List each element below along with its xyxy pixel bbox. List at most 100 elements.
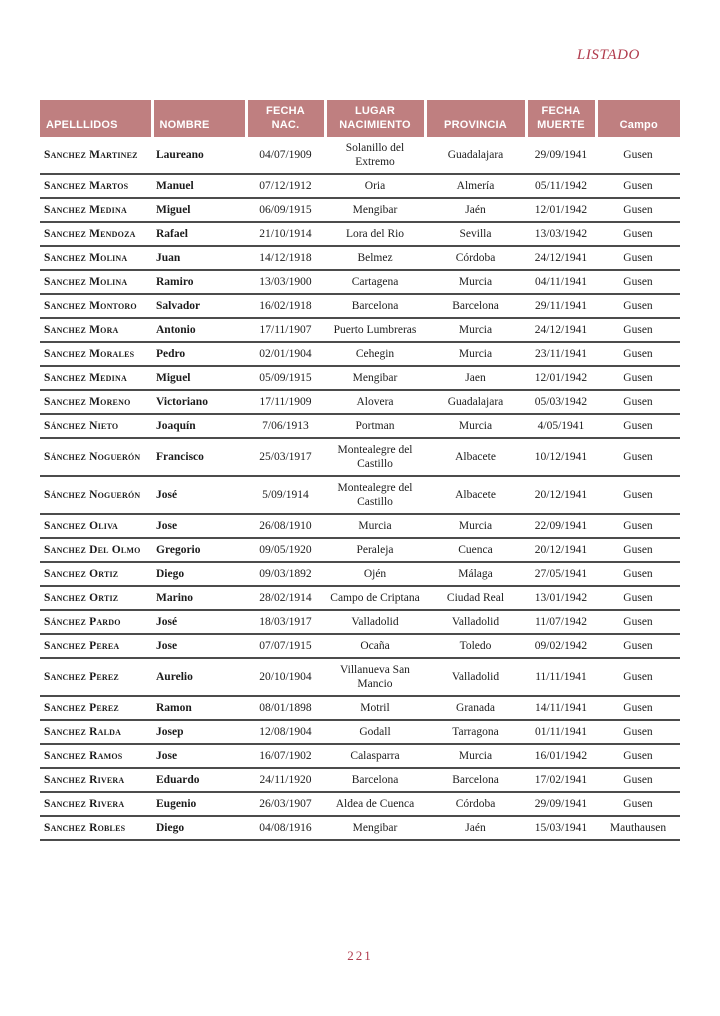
cell-lugar-nacimiento: Barcelona <box>325 767 425 793</box>
cell-apellidos: Sanchez Ralda <box>40 719 152 745</box>
cell-lugar-nacimiento: Peraleja <box>325 537 425 563</box>
cell-provincia: Valladolid <box>425 609 526 635</box>
cell-fecha-nacimiento: 5/09/1914 <box>246 475 325 515</box>
table-row: Sanchez Medina Miguel 06/09/1915 Mengiba… <box>40 197 680 223</box>
col-header-nombre: NOMBRE <box>152 100 248 137</box>
cell-lugar-nacimiento: Aldea de Cuenca <box>325 791 425 817</box>
cell-lugar-nacimiento: Motril <box>325 695 425 721</box>
cell-fecha-muerte: 12/01/1942 <box>526 365 596 391</box>
cell-fecha-muerte: 14/11/1941 <box>526 695 596 721</box>
cell-nombre: Ramon <box>152 695 246 721</box>
cell-campo: Gusen <box>596 633 680 659</box>
cell-fecha-nacimiento: 20/10/1904 <box>246 657 325 697</box>
cell-provincia: Cuenca <box>425 537 526 563</box>
cell-fecha-muerte: 01/11/1941 <box>526 719 596 745</box>
table-row: Sanchez Rivera Eduardo 24/11/1920 Barcel… <box>40 767 680 793</box>
cell-fecha-nacimiento: 08/01/1898 <box>246 695 325 721</box>
cell-fecha-muerte: 4/05/1941 <box>526 413 596 439</box>
cell-fecha-nacimiento: 25/03/1917 <box>246 437 325 477</box>
cell-campo: Gusen <box>596 317 680 343</box>
cell-nombre: Jose <box>152 633 246 659</box>
cell-lugar-nacimiento: Barcelona <box>325 293 425 319</box>
cell-fecha-muerte: 13/01/1942 <box>526 585 596 611</box>
cell-fecha-muerte: 24/12/1941 <box>526 317 596 343</box>
table-row: Sanchez Montoro Salvador 16/02/1918 Barc… <box>40 293 680 319</box>
cell-lugar-nacimiento: Valladolid <box>325 609 425 635</box>
cell-fecha-nacimiento: 18/03/1917 <box>246 609 325 635</box>
cell-campo: Gusen <box>596 269 680 295</box>
cell-apellidos: Sánchez Noguerón <box>40 475 152 515</box>
cell-campo: Gusen <box>596 561 680 587</box>
table-row: Sánchez Nieto Joaquín 7/06/1913 Portman … <box>40 413 680 439</box>
cell-lugar-nacimiento: Ocaña <box>325 633 425 659</box>
cell-fecha-nacimiento: 7/06/1913 <box>246 413 325 439</box>
cell-campo: Gusen <box>596 695 680 721</box>
cell-lugar-nacimiento: Montealegre del Castillo <box>325 437 425 477</box>
cell-fecha-muerte: 29/11/1941 <box>526 293 596 319</box>
cell-fecha-nacimiento: 12/08/1904 <box>246 719 325 745</box>
table-row: Sanchez Perea Jose 07/07/1915 Ocaña Tole… <box>40 633 680 659</box>
cell-apellidos: Sanchez Del Olmo <box>40 537 152 563</box>
cell-apellidos: Sanchez Perez <box>40 657 152 697</box>
table-row: Sanchez Perez Aurelio 20/10/1904 Villanu… <box>40 657 680 697</box>
cell-apellidos: Sanchez Mora <box>40 317 152 343</box>
cell-fecha-nacimiento: 05/09/1915 <box>246 365 325 391</box>
cell-provincia: Málaga <box>425 561 526 587</box>
cell-nombre: Victoriano <box>152 389 246 415</box>
cell-fecha-nacimiento: 13/03/1900 <box>246 269 325 295</box>
cell-fecha-muerte: 05/03/1942 <box>526 389 596 415</box>
cell-fecha-muerte: 23/11/1941 <box>526 341 596 367</box>
cell-lugar-nacimiento: Belmez <box>325 245 425 271</box>
table-body: Sanchez Martinez Laureano 04/07/1909 Sol… <box>40 136 680 841</box>
cell-apellidos: Sanchez Molina <box>40 269 152 295</box>
table-row: Sánchez Noguerón José 5/09/1914 Monteale… <box>40 475 680 515</box>
cell-apellidos: Sanchez Medina <box>40 197 152 223</box>
cell-apellidos: Sanchez Morales <box>40 341 152 367</box>
cell-campo: Gusen <box>596 537 680 563</box>
cell-nombre: Miguel <box>152 365 246 391</box>
cell-lugar-nacimiento: Cehegin <box>325 341 425 367</box>
cell-campo: Gusen <box>596 657 680 697</box>
cell-fecha-nacimiento: 06/09/1915 <box>246 197 325 223</box>
cell-fecha-nacimiento: 24/11/1920 <box>246 767 325 793</box>
cell-provincia: Tarragona <box>425 719 526 745</box>
cell-fecha-nacimiento: 04/07/1909 <box>246 136 325 175</box>
cell-fecha-nacimiento: 17/11/1907 <box>246 317 325 343</box>
cell-provincia: Almería <box>425 173 526 199</box>
cell-apellidos: Sanchez Molina <box>40 245 152 271</box>
cell-campo: Gusen <box>596 437 680 477</box>
cell-nombre: Manuel <box>152 173 246 199</box>
cell-provincia: Sevilla <box>425 221 526 247</box>
cell-lugar-nacimiento: Alovera <box>325 389 425 415</box>
cell-fecha-muerte: 24/12/1941 <box>526 245 596 271</box>
cell-fecha-nacimiento: 09/03/1892 <box>246 561 325 587</box>
col-header-lugar-nacimiento: LUGAR NACIMIENTO <box>325 100 427 137</box>
cell-lugar-nacimiento: Oria <box>325 173 425 199</box>
cell-campo: Gusen <box>596 609 680 635</box>
table-row: Sanchez Martos Manuel 07/12/1912 Oria Al… <box>40 173 680 199</box>
cell-provincia: Murcia <box>425 269 526 295</box>
cell-campo: Gusen <box>596 341 680 367</box>
cell-apellidos: Sanchez Ortiz <box>40 585 152 611</box>
cell-campo: Mauthausen <box>596 815 680 841</box>
cell-lugar-nacimiento: Campo de Criptana <box>325 585 425 611</box>
table-row: Sanchez Ramos Jose 16/07/1902 Calasparra… <box>40 743 680 769</box>
table-row: Sánchez Noguerón Francisco 25/03/1917 Mo… <box>40 437 680 477</box>
table-row: Sanchez Perez Ramon 08/01/1898 Motril Gr… <box>40 695 680 721</box>
cell-campo: Gusen <box>596 293 680 319</box>
cell-provincia: Jaen <box>425 365 526 391</box>
victims-table: APELLLIDOS NOMBRE FECHA NAC. LUGAR NACIM… <box>40 100 680 841</box>
cell-campo: Gusen <box>596 365 680 391</box>
cell-nombre: Josep <box>152 719 246 745</box>
table-row: Sánchez Pardo José 18/03/1917 Valladolid… <box>40 609 680 635</box>
cell-fecha-nacimiento: 16/07/1902 <box>246 743 325 769</box>
cell-nombre: Eduardo <box>152 767 246 793</box>
table-row: Sanchez Morales Pedro 02/01/1904 Cehegin… <box>40 341 680 367</box>
cell-campo: Gusen <box>596 585 680 611</box>
table-row: Sanchez Martinez Laureano 04/07/1909 Sol… <box>40 136 680 175</box>
table-row: Sanchez Ortiz Marino 28/02/1914 Campo de… <box>40 585 680 611</box>
cell-fecha-muerte: 16/01/1942 <box>526 743 596 769</box>
cell-fecha-nacimiento: 09/05/1920 <box>246 537 325 563</box>
cell-fecha-nacimiento: 17/11/1909 <box>246 389 325 415</box>
cell-provincia: Ciudad Real <box>425 585 526 611</box>
